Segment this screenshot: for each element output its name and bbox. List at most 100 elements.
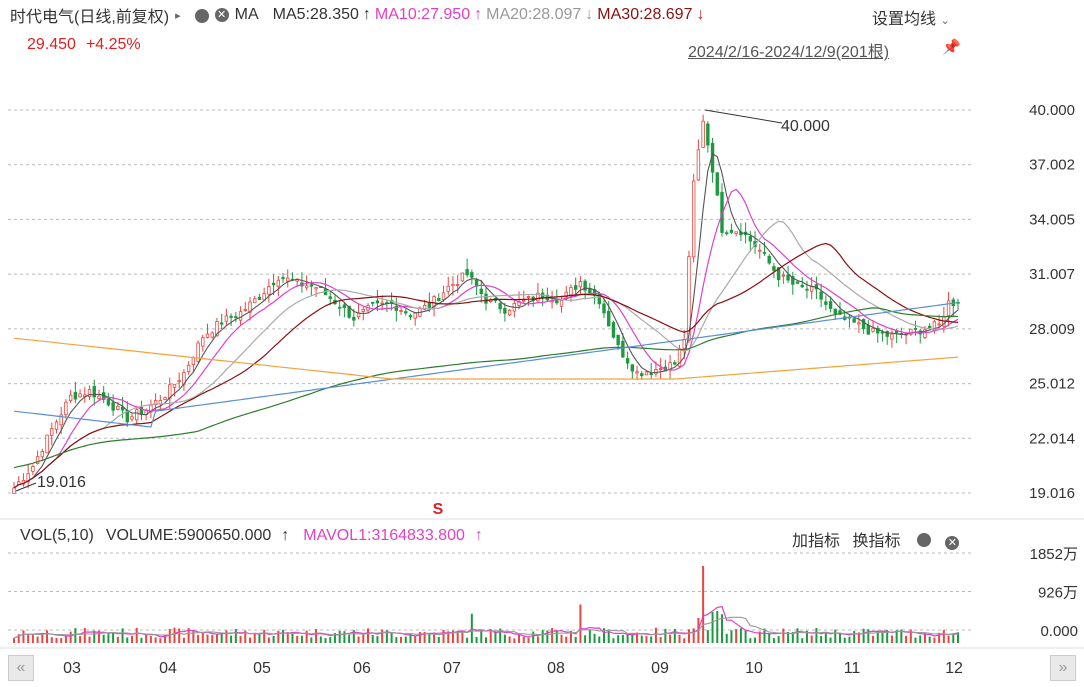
volume-bar [938, 632, 941, 643]
candle-body [394, 305, 399, 311]
candle-body [729, 229, 734, 233]
ma10-arrow: ↑ [474, 6, 483, 23]
volume-bar [702, 566, 705, 643]
candle-body [371, 301, 375, 304]
set-ma-button[interactable]: 设置均线 ⌄ [872, 5, 950, 29]
volume-bar [159, 638, 162, 643]
stock-name[interactable]: 时代电气(日线,前复权) [10, 9, 170, 26]
timeline-scrollbar[interactable]: « » [8, 655, 1076, 681]
volume-bar [433, 632, 436, 643]
add-indicator-button[interactable]: 加指标 [792, 533, 841, 550]
candle-body [97, 395, 101, 399]
volume-bar [857, 632, 860, 643]
gear-icon[interactable] [916, 533, 931, 547]
candle-body [446, 285, 450, 292]
volume-bar [121, 628, 124, 643]
volume-bar [551, 627, 554, 643]
volume-bar [631, 633, 634, 643]
candle-body [380, 302, 384, 305]
set-ma-label: 设置均线 [872, 11, 937, 28]
volume-bar [348, 634, 351, 643]
volume-bar [706, 630, 709, 643]
candle-body [163, 397, 167, 400]
candle-body [229, 315, 233, 318]
volume-bar [626, 633, 629, 643]
candle-body [361, 308, 365, 313]
close-icon[interactable]: ✕ [945, 536, 960, 550]
candle-body [460, 272, 465, 282]
volume-bar [225, 630, 228, 643]
date-tick-label: 07 [443, 660, 461, 677]
ma-label: MA [234, 6, 259, 23]
candle-body [87, 389, 92, 397]
volume-bar [135, 627, 138, 643]
candle-body [909, 328, 913, 335]
volume-bar [503, 634, 506, 643]
volume-bar [612, 638, 615, 643]
date-range-link[interactable]: 2024/2/16-2024/12/9(201根) [688, 44, 890, 61]
volume-bar [508, 636, 511, 643]
scroll-right-button[interactable]: » [1050, 655, 1076, 681]
volume-bar [423, 631, 426, 643]
volume-bar [640, 635, 643, 643]
candle-body [819, 291, 823, 300]
volume-bar [796, 628, 799, 643]
volume-bar [55, 638, 58, 643]
candle-body [621, 340, 625, 358]
volume-bar [711, 611, 714, 643]
candle-body [876, 327, 880, 334]
candle-body [691, 180, 696, 258]
volume-bar [315, 629, 318, 643]
candle-body [205, 333, 210, 338]
volume-bar [532, 631, 535, 643]
scroll-left-button[interactable]: « [8, 655, 34, 681]
volume-bar [319, 636, 322, 643]
price-tick-label: 28.009 [1029, 321, 1075, 338]
volume-bar [381, 629, 384, 643]
volume-bar [886, 630, 889, 643]
volume-bar [267, 637, 270, 643]
pin-icon[interactable]: 📌 [942, 39, 961, 56]
ma5-line [13, 153, 959, 489]
date-tick-label: 09 [651, 660, 669, 677]
volume-bar [758, 631, 761, 643]
candle-body [923, 329, 927, 338]
volume-bar [588, 629, 591, 643]
candle-body [111, 402, 115, 411]
volume-bar [739, 628, 742, 643]
volume-bar [659, 637, 662, 643]
volume-bar [149, 636, 152, 643]
candle-body [224, 315, 229, 322]
gear-icon[interactable] [194, 9, 209, 23]
volume-bar [584, 635, 587, 643]
candle-body [762, 252, 767, 254]
candle-body [78, 393, 82, 398]
price-change: +4.25% [85, 36, 141, 53]
ma30-arrow: ↓ [696, 6, 705, 23]
candle-body [479, 288, 483, 295]
volume-bar [777, 636, 780, 643]
candle-body [673, 362, 677, 365]
volume-bar [300, 635, 303, 643]
volume-bar [97, 630, 100, 643]
volume-bar [787, 631, 790, 643]
volume-bar [791, 632, 794, 643]
volume-bar [79, 636, 82, 643]
volume-tools: 加指标 换指标 ✕ [792, 527, 967, 551]
candle-body [602, 303, 606, 314]
candle-body [286, 277, 290, 282]
mavol1-arrow: ↑ [474, 527, 483, 544]
volume-bar [815, 628, 818, 643]
volume-bar [843, 637, 846, 643]
candle-body [375, 300, 380, 304]
volume-bar [565, 636, 568, 643]
candle-body [262, 293, 266, 301]
close-icon[interactable]: ✕ [214, 8, 229, 22]
ma5-arrow: ↑ [362, 6, 371, 23]
volume-bar [201, 632, 204, 643]
volume-bar [730, 630, 733, 643]
expand-arrow-icon[interactable]: ▸ [175, 9, 181, 22]
switch-indicator-button[interactable]: 换指标 [852, 533, 901, 550]
candle-body [758, 249, 762, 252]
